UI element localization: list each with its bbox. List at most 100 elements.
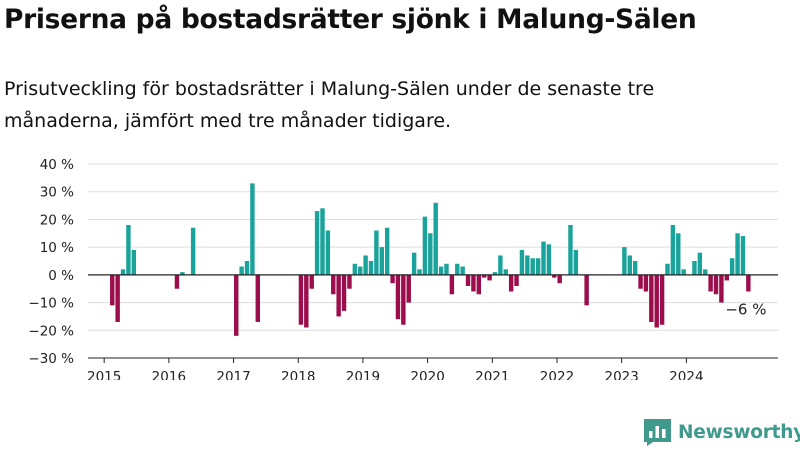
bar [740, 236, 746, 275]
y-tick-label: 40 % [40, 157, 74, 173]
bars [110, 183, 751, 336]
bar [455, 263, 460, 275]
y-tick-label: −20 % [28, 323, 74, 339]
bar [309, 274, 314, 289]
y-tick-label: −10 % [28, 296, 74, 312]
bar [110, 274, 115, 306]
bar [681, 269, 686, 275]
bar [476, 274, 482, 295]
y-tick-label: 20 % [40, 212, 74, 228]
bar [120, 269, 126, 275]
bar [180, 272, 185, 275]
bar [363, 255, 368, 275]
bar [390, 274, 395, 284]
bar [514, 274, 519, 286]
bar [703, 269, 708, 275]
bar [552, 274, 557, 278]
bar [654, 274, 659, 328]
bar [487, 274, 492, 281]
bar [255, 274, 261, 322]
bar [482, 274, 487, 278]
bar [465, 274, 471, 286]
bar [568, 224, 573, 275]
bar [676, 233, 681, 275]
bar [627, 255, 632, 275]
x-tick-label: 2021 [475, 369, 509, 380]
bar [384, 227, 390, 275]
bar [320, 208, 325, 275]
bar [622, 247, 627, 275]
x-tick-label: 2023 [604, 369, 638, 380]
bar [632, 261, 638, 275]
bar [584, 274, 589, 306]
bar [126, 224, 131, 275]
bar [379, 247, 384, 275]
bar [115, 274, 120, 322]
bar [444, 263, 449, 275]
x-tick-label: 2019 [346, 369, 380, 380]
bar [250, 183, 255, 275]
x-tick-label: 2020 [410, 369, 444, 380]
x-tick-label: 2018 [281, 369, 315, 380]
x-tick-label: 2017 [216, 369, 250, 380]
bar [670, 224, 676, 275]
x-tick-label: 2024 [669, 369, 703, 380]
chart-title: Priserna på bostadsrätter sjönk i Malung… [4, 4, 697, 35]
bar [460, 266, 465, 275]
bar [422, 216, 428, 275]
bar [428, 233, 433, 275]
bar [643, 274, 649, 292]
bar-chart: −30 %−20 %−10 %0 %10 %20 %30 %40 % 2015 2… [28, 157, 778, 380]
y-tick-label: 10 % [40, 240, 74, 256]
bar [433, 202, 438, 275]
bar [724, 274, 729, 281]
bar [525, 255, 530, 275]
bar [314, 211, 320, 275]
bar [368, 261, 374, 275]
chart-subtitle: Prisutveckling för bostadsrätter i Malun… [4, 78, 655, 132]
y-tick-label: 30 % [40, 185, 74, 201]
bar [174, 274, 180, 289]
grid-lines [88, 163, 778, 359]
bar [401, 274, 406, 325]
bar [498, 255, 503, 275]
bar [692, 261, 697, 275]
bar [535, 258, 541, 275]
bar [729, 258, 735, 275]
bar [659, 274, 665, 325]
bar [638, 274, 643, 289]
y-axis-labels: −30 % −20 % −10 % 0 % 10 % 20 % 30 % 40 % [28, 157, 74, 367]
bar [395, 274, 401, 320]
bar [697, 252, 703, 275]
bar [411, 252, 417, 275]
bar [352, 263, 358, 275]
bar [530, 258, 535, 275]
bar [131, 249, 137, 275]
bar [374, 230, 379, 275]
x-tick-label: 2016 [152, 369, 186, 380]
bar [336, 274, 341, 317]
bar [665, 263, 670, 275]
bar [239, 266, 244, 275]
bar [746, 274, 751, 292]
y-tick-label: 0 % [48, 268, 74, 284]
bar [708, 274, 713, 292]
bar [304, 274, 309, 328]
bar [557, 274, 562, 284]
bar [341, 274, 347, 311]
bar [546, 244, 552, 275]
bar [449, 274, 455, 295]
bar [508, 274, 514, 292]
bar [347, 274, 352, 289]
bar [649, 274, 654, 322]
bar [417, 269, 422, 275]
annotation-label: −6 % [725, 300, 766, 318]
brand-name: Newsworthy [678, 422, 800, 443]
bar [331, 274, 336, 295]
bar [573, 249, 579, 275]
bar [719, 274, 724, 303]
bar [713, 274, 719, 295]
bar [406, 274, 411, 303]
bar [234, 274, 239, 336]
newsworthy-logo: Newsworthy [644, 419, 800, 446]
